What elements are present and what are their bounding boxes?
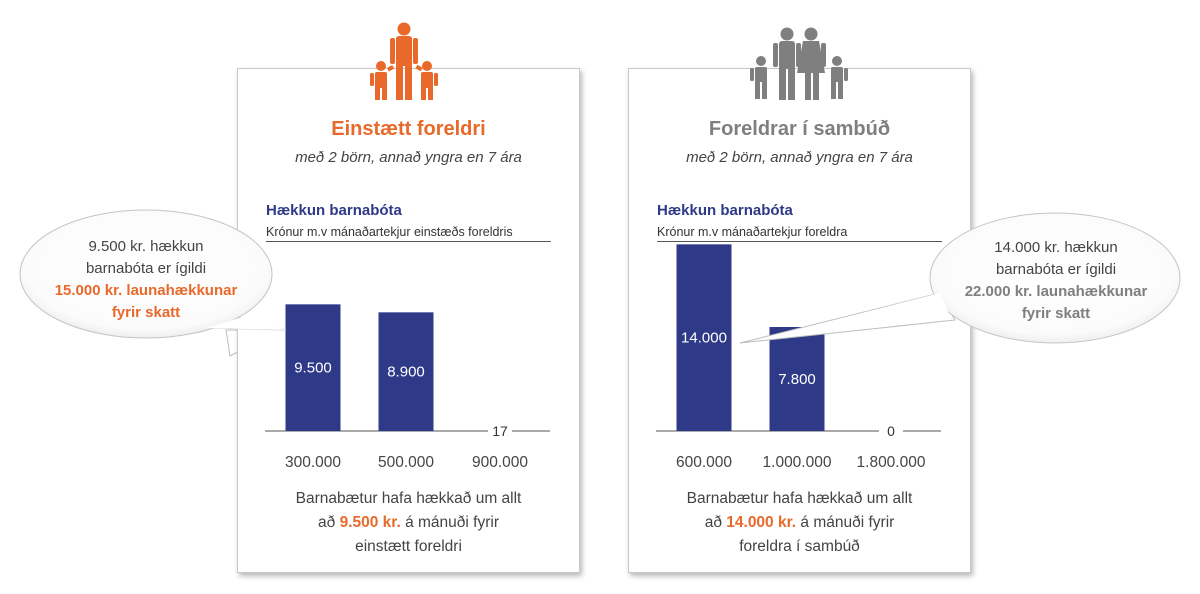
category-tick-label: 1.800.000 bbox=[857, 454, 926, 471]
bar bbox=[676, 244, 732, 431]
chart-title: Hækkun barnabóta bbox=[266, 202, 402, 219]
bar bbox=[285, 304, 341, 431]
card-title: Einstætt foreldri bbox=[331, 118, 486, 140]
chart-subtitle: Krónur m.v mánaðartekjur foreldra bbox=[657, 225, 942, 242]
right-bubble-text: 14.000 kr. hækkun barnabóta er ígildi 22… bbox=[931, 237, 1181, 325]
bubble-highlight: 15.000 kr. launahækkunar bbox=[54, 282, 238, 299]
category-tick-label: 600.000 bbox=[676, 454, 732, 471]
summary-line-1: Barnabætur hafa hækkað um allt bbox=[686, 490, 913, 507]
category-tick-label: 1.000.000 bbox=[763, 454, 832, 471]
bar-value-label: 0 bbox=[887, 423, 895, 439]
summary-line-2: að 14.000 kr. á mánuði fyrir bbox=[704, 514, 895, 531]
card-subtitle: með 2 börn, annað yngra en 7 ára bbox=[686, 149, 913, 166]
bubble-highlight: 22.000 kr. launahækkunar bbox=[964, 283, 1148, 300]
label-background bbox=[879, 423, 903, 439]
bubble-line-2: barnabóta er ígildi bbox=[85, 260, 207, 277]
summary-amount: 14.000 kr. bbox=[726, 514, 797, 531]
bar bbox=[769, 327, 825, 431]
summary-line-3: einstætt foreldri bbox=[355, 538, 462, 555]
bubble-line-1: 14.000 kr. hækkun bbox=[994, 239, 1118, 256]
category-tick-label: 900.000 bbox=[472, 454, 528, 471]
single-parent-family-icon bbox=[370, 22, 438, 100]
bar-chart-cohabiting-parents: 14.000 600.000 7.800 1.000.000 0 1.800.000 bbox=[656, 244, 941, 471]
category-tick-label: 500.000 bbox=[378, 454, 434, 471]
card-subtitle: með 2 börn, annað yngra en 7 ára bbox=[295, 149, 522, 166]
summary-text: Barnabætur hafa hækkað um allt að 9.500 … bbox=[238, 487, 579, 559]
chart-title: Hækkun barnabóta bbox=[657, 202, 793, 219]
summary-line-2: að 9.500 kr. á mánuði fyrir bbox=[318, 514, 499, 531]
summary-line-3: foreldra í sambúð bbox=[739, 538, 860, 555]
bar-value-label: 14.000 bbox=[681, 330, 727, 347]
bar-chart-single-parent: 9.500 300.000 8.900 500.000 17 900.000 bbox=[265, 304, 550, 471]
two-parent-family-icon bbox=[750, 27, 848, 100]
bubble-line-4: fyrir skatt bbox=[1021, 305, 1091, 322]
category-tick-label: 300.000 bbox=[285, 454, 341, 471]
label-background bbox=[488, 423, 512, 439]
bar-value-label: 7.800 bbox=[778, 371, 816, 388]
bubble-line-1: 9.500 kr. hækkun bbox=[88, 238, 204, 255]
single-parent-card: Einstætt foreldri með 2 börn, annað yngr… bbox=[237, 68, 580, 573]
bar-value-label: 9.500 bbox=[294, 360, 332, 377]
bubble-line-2: barnabóta er ígildi bbox=[995, 261, 1117, 278]
summary-text: Barnabætur hafa hækkað um allt að 14.000… bbox=[629, 487, 970, 559]
bubble-line-4: fyrir skatt bbox=[111, 304, 181, 321]
card-title: Foreldrar í sambúð bbox=[708, 118, 891, 140]
left-bubble-text: 9.500 kr. hækkun barnabóta er ígildi 15.… bbox=[22, 236, 270, 324]
bar-value-label: 17 bbox=[492, 423, 508, 439]
summary-amount: 9.500 kr. bbox=[339, 514, 401, 531]
bar bbox=[378, 312, 434, 431]
bar-value-label: 8.900 bbox=[387, 364, 425, 381]
summary-line-1: Barnabætur hafa hækkað um allt bbox=[295, 490, 522, 507]
chart-subtitle: Krónur m.v mánaðartekjur einstæðs foreld… bbox=[266, 225, 551, 242]
